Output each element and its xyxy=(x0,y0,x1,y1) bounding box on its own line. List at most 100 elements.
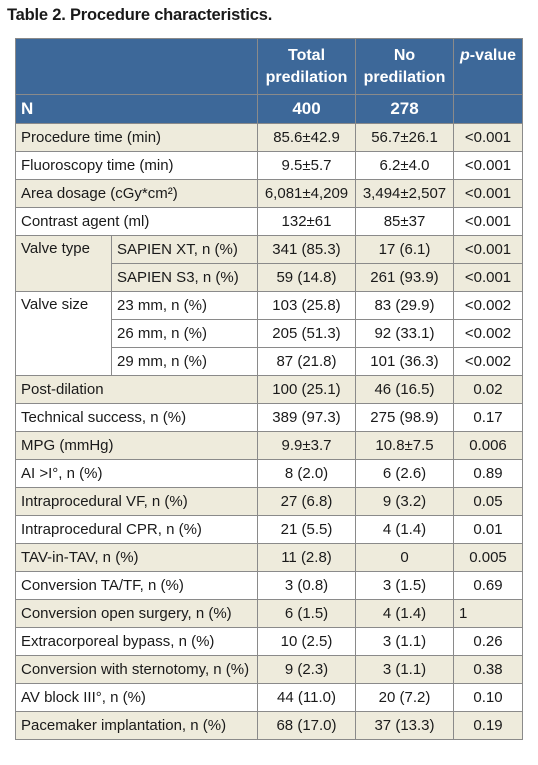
header-row: Total predilation No predilation p-value xyxy=(15,38,523,95)
row-total-value: 100 (25.1) xyxy=(257,375,356,404)
table-row: MPG (mmHg) 9.9±3.7 10.8±7.5 0.006 xyxy=(15,431,523,460)
row-total-value: 6 (1.5) xyxy=(257,599,356,628)
row-p-value: 0.19 xyxy=(453,711,523,740)
row-no-value: 10.8±7.5 xyxy=(355,431,454,460)
table-row: SAPIEN S3, n (%) 59 (14.8) 261 (93.9) <0.00… xyxy=(16,263,523,292)
table-caption: Table 2. Procedure characteristics. xyxy=(7,6,273,24)
row-p-value: <0.001 xyxy=(453,207,523,236)
row-no-value: 17 (6.1) xyxy=(355,235,454,264)
row-no-value: 0 xyxy=(355,543,454,572)
table-row: Pacemaker implantation, n (%) 68 (17.0) 37… xyxy=(15,711,523,740)
row-p-value: <0.001 xyxy=(453,151,523,180)
table-row: 26 mm, n (%) 205 (51.3) 92 (33.1) <0.002 xyxy=(16,319,523,348)
row-p-value: 0.26 xyxy=(453,627,523,656)
row-label: AI >I°, n (%) xyxy=(15,459,258,488)
table-row: Technical success, n (%) 389 (97.3) 275 (9… xyxy=(15,403,523,432)
row-label: Area dosage (cGy*cm²) xyxy=(15,179,258,208)
row-total-value: 11 (2.8) xyxy=(257,543,356,572)
row-total-value: 27 (6.8) xyxy=(257,487,356,516)
row-label: Pacemaker implantation, n (%) xyxy=(15,711,258,740)
n-no: 278 xyxy=(355,94,454,124)
row-no-value: 101 (36.3) xyxy=(355,347,454,376)
header-no-line1: No xyxy=(393,46,416,64)
table-row: Intraprocedural VF, n (%) 27 (6.8) 9 (3.2)… xyxy=(15,487,523,516)
row-p-value: 0.005 xyxy=(453,543,523,572)
row-p-value: <0.002 xyxy=(453,347,523,376)
row-p-value: 0.17 xyxy=(453,403,523,432)
row-no-value: 56.7±26.1 xyxy=(355,123,454,152)
row-total-value: 9.5±5.7 xyxy=(257,151,356,180)
table-row: Valve size 23 mm, n (%) 103 (25.8) 83 (29.9… xyxy=(15,291,523,376)
row-p-value: 0.01 xyxy=(453,515,523,544)
row-p-value: 0.02 xyxy=(453,375,523,404)
table-row: Contrast agent (ml) 132±61 85±37 <0.001 xyxy=(15,207,523,236)
row-p-value: <0.001 xyxy=(453,123,523,152)
row-no-value: 6.2±4.0 xyxy=(355,151,454,180)
row-no-value: 6 (2.6) xyxy=(355,459,454,488)
header-blank xyxy=(15,38,258,95)
n-p xyxy=(453,94,523,124)
row-total-value: 59 (14.8) xyxy=(257,263,356,292)
row-p-value: <0.002 xyxy=(453,291,523,320)
row-p-value: <0.001 xyxy=(453,235,523,264)
row-p-value: <0.001 xyxy=(453,263,523,292)
row-total-value: 8 (2.0) xyxy=(257,459,356,488)
row-no-value: 9 (3.2) xyxy=(355,487,454,516)
table-row: Conversion with sternotomy, n (%) 9 (2.3)… xyxy=(15,655,523,684)
table-row: Extracorporeal bypass, n (%) 10 (2.5) 3 (1… xyxy=(15,627,523,656)
group-label: Valve size xyxy=(15,291,112,376)
row-label: MPG (mmHg) xyxy=(15,431,258,460)
row-total-value: 132±61 xyxy=(257,207,356,236)
row-label: Conversion with sternotomy, n (%) xyxy=(15,655,258,684)
row-no-value: 20 (7.2) xyxy=(355,683,454,712)
row-p-value: 0.05 xyxy=(453,487,523,516)
table-row: AV block III°, n (%) 44 (11.0) 20 (7.2) 0.1… xyxy=(15,683,523,712)
row-label: Conversion TA/TF, n (%) xyxy=(15,571,258,600)
table-row: TAV-in-TAV, n (%) 11 (2.8) 0 0.005 xyxy=(15,543,523,572)
row-sublabel: SAPIEN S3, n (%) xyxy=(111,263,258,292)
header-p-rest: -value xyxy=(469,47,517,64)
row-total-value: 21 (5.5) xyxy=(257,515,356,544)
row-label: Contrast agent (ml) xyxy=(15,207,258,236)
row-no-value: 3 (1.5) xyxy=(355,571,454,600)
row-no-value: 4 (1.4) xyxy=(355,515,454,544)
header-no-line2: predilation xyxy=(363,68,446,86)
row-total-value: 3 (0.8) xyxy=(257,571,356,600)
table-row: Conversion TA/TF, n (%) 3 (0.8) 3 (1.5) 0.6… xyxy=(15,571,523,600)
table-row: Intraprocedural CPR, n (%) 21 (5.5) 4 (1.4… xyxy=(15,515,523,544)
row-label: Technical success, n (%) xyxy=(15,403,258,432)
table-row: Conversion open surgery, n (%) 6 (1.5) 4 (… xyxy=(15,599,523,628)
row-total-value: 205 (51.3) xyxy=(257,319,356,348)
row-p-value: 0.38 xyxy=(453,655,523,684)
row-p-value: 0.006 xyxy=(453,431,523,460)
row-no-value: 92 (33.1) xyxy=(355,319,454,348)
table-row: Procedure time (min) 85.6±42.9 56.7±26.1 <0… xyxy=(15,123,523,152)
row-no-value: 85±37 xyxy=(355,207,454,236)
row-no-value: 46 (16.5) xyxy=(355,375,454,404)
row-no-value: 4 (1.4) xyxy=(355,599,454,628)
row-sublabel: SAPIEN XT, n (%) xyxy=(111,235,258,264)
n-total: 400 xyxy=(257,94,356,124)
row-label: Extracorporeal bypass, n (%) xyxy=(15,627,258,656)
row-total-value: 103 (25.8) xyxy=(257,291,356,320)
row-sublabel: 26 mm, n (%) xyxy=(111,319,258,348)
row-label: Post-dilation xyxy=(15,375,258,404)
row-p-value: 0.69 xyxy=(453,571,523,600)
row-total-value: 9.9±3.7 xyxy=(257,431,356,460)
row-sublabel: 29 mm, n (%) xyxy=(111,347,258,376)
row-p-value: 0.89 xyxy=(453,459,523,488)
row-total-value: 9 (2.3) xyxy=(257,655,356,684)
row-total-value: 85.6±42.9 xyxy=(257,123,356,152)
row-label: Procedure time (min) xyxy=(15,123,258,152)
n-row: N 400 278 xyxy=(15,94,523,124)
table-row: AI >I°, n (%) 8 (2.0) 6 (2.6) 0.89 xyxy=(15,459,523,488)
row-no-value: 83 (29.9) xyxy=(355,291,454,320)
row-label: Intraprocedural VF, n (%) xyxy=(15,487,258,516)
header-p-italic: p xyxy=(459,47,470,64)
table-row: Post-dilation 100 (25.1) 46 (16.5) 0.02 xyxy=(15,375,523,404)
row-total-value: 10 (2.5) xyxy=(257,627,356,656)
header-total-predilation: Total predilation xyxy=(257,38,356,95)
row-no-value: 37 (13.3) xyxy=(355,711,454,740)
row-total-value: 44 (11.0) xyxy=(257,683,356,712)
row-sublabel: 23 mm, n (%) xyxy=(111,291,258,320)
